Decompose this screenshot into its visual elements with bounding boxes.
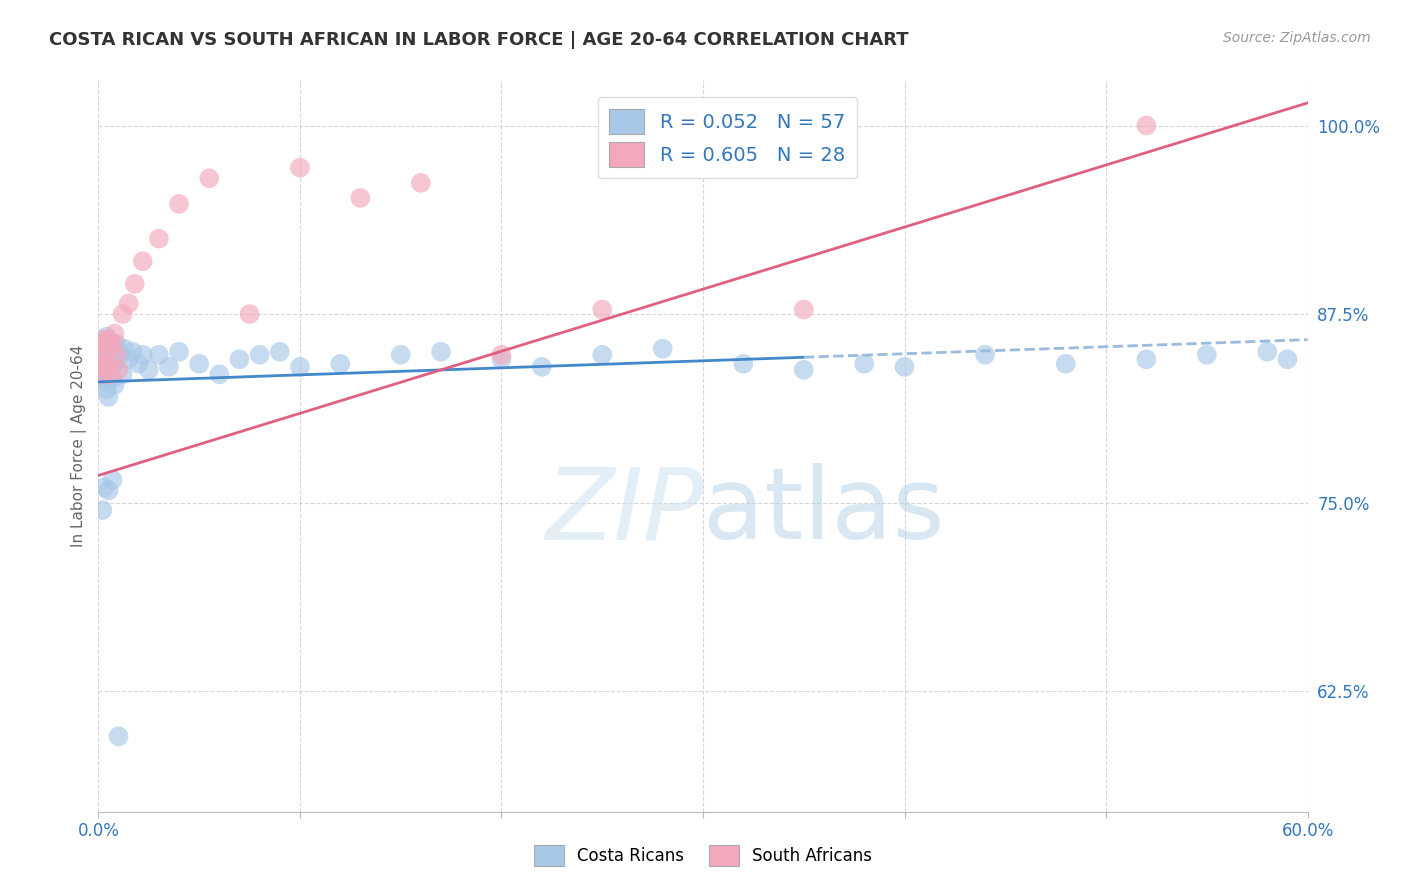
Point: [110, 348, 132, 362]
Text: atlas: atlas: [703, 463, 945, 560]
Point: [100, 359, 122, 374]
Text: ZIP: ZIP: [544, 463, 703, 560]
Point: [128, 357, 150, 371]
Point: [91, 372, 114, 386]
Point: [1054, 357, 1077, 371]
Point: [409, 176, 432, 190]
Point: [893, 359, 915, 374]
Point: [105, 337, 128, 351]
Point: [96, 352, 118, 367]
Point: [103, 378, 125, 392]
Point: [124, 277, 146, 291]
Point: [89, 359, 111, 374]
Point: [103, 357, 125, 371]
Point: [239, 307, 262, 321]
Point: [148, 232, 170, 246]
Point: [651, 342, 673, 356]
Y-axis label: In Labor Force | Age 20-64: In Labor Force | Age 20-64: [72, 345, 87, 547]
Point: [96, 344, 118, 359]
Point: [91, 368, 114, 382]
Point: [288, 161, 311, 175]
Point: [93, 337, 115, 351]
Point: [1135, 119, 1157, 133]
Point: [530, 359, 553, 374]
Point: [974, 348, 997, 362]
Point: [111, 368, 134, 382]
Point: [228, 352, 250, 367]
Point: [97, 359, 120, 374]
Point: [132, 348, 155, 362]
Point: [491, 348, 513, 362]
Legend: Costa Ricans, South Africans: Costa Ricans, South Africans: [526, 837, 880, 875]
Point: [105, 348, 128, 362]
Point: [97, 390, 120, 404]
Point: [96, 383, 118, 397]
Point: [91, 333, 114, 347]
Point: [148, 348, 170, 362]
Point: [1256, 344, 1278, 359]
Point: [853, 357, 876, 371]
Point: [101, 372, 124, 386]
Point: [101, 473, 124, 487]
Point: [93, 480, 115, 494]
Point: [100, 337, 122, 351]
Point: [93, 357, 115, 371]
Point: [114, 342, 136, 356]
Point: [97, 344, 120, 359]
Point: [107, 363, 129, 377]
Point: [89, 375, 111, 389]
Point: [89, 359, 111, 374]
Point: [188, 357, 211, 371]
Point: [288, 359, 311, 374]
Point: [349, 191, 371, 205]
Point: [1277, 352, 1299, 367]
Point: [103, 326, 125, 341]
Point: [793, 302, 815, 317]
Legend: R = 0.052   N = 57, R = 0.605   N = 28: R = 0.052 N = 57, R = 0.605 N = 28: [598, 97, 856, 178]
Point: [138, 363, 160, 377]
Point: [93, 368, 115, 382]
Point: [733, 357, 755, 371]
Point: [208, 368, 231, 382]
Point: [269, 344, 291, 359]
Point: [249, 348, 271, 362]
Point: [89, 337, 111, 351]
Point: [198, 171, 221, 186]
Point: [121, 344, 143, 359]
Point: [91, 503, 114, 517]
Point: [1195, 348, 1218, 362]
Point: [329, 357, 352, 371]
Text: COSTA RICAN VS SOUTH AFRICAN IN LABOR FORCE | AGE 20-64 CORRELATION CHART: COSTA RICAN VS SOUTH AFRICAN IN LABOR FO…: [49, 31, 908, 49]
Point: [93, 344, 115, 359]
Point: [132, 254, 155, 268]
Point: [157, 359, 180, 374]
Point: [111, 307, 134, 321]
Point: [96, 329, 118, 343]
Point: [167, 344, 190, 359]
Point: [591, 302, 613, 317]
Point: [1135, 352, 1157, 367]
Point: [97, 483, 120, 498]
Text: Source: ZipAtlas.com: Source: ZipAtlas.com: [1223, 31, 1371, 45]
Point: [91, 352, 114, 367]
Point: [430, 344, 453, 359]
Point: [100, 368, 122, 382]
Point: [97, 333, 120, 347]
Point: [118, 296, 141, 310]
Point: [118, 352, 141, 367]
Point: [167, 197, 190, 211]
Point: [101, 337, 124, 351]
Point: [591, 348, 613, 362]
Point: [491, 352, 513, 367]
Point: [107, 729, 129, 743]
Point: [389, 348, 412, 362]
Point: [793, 363, 815, 377]
